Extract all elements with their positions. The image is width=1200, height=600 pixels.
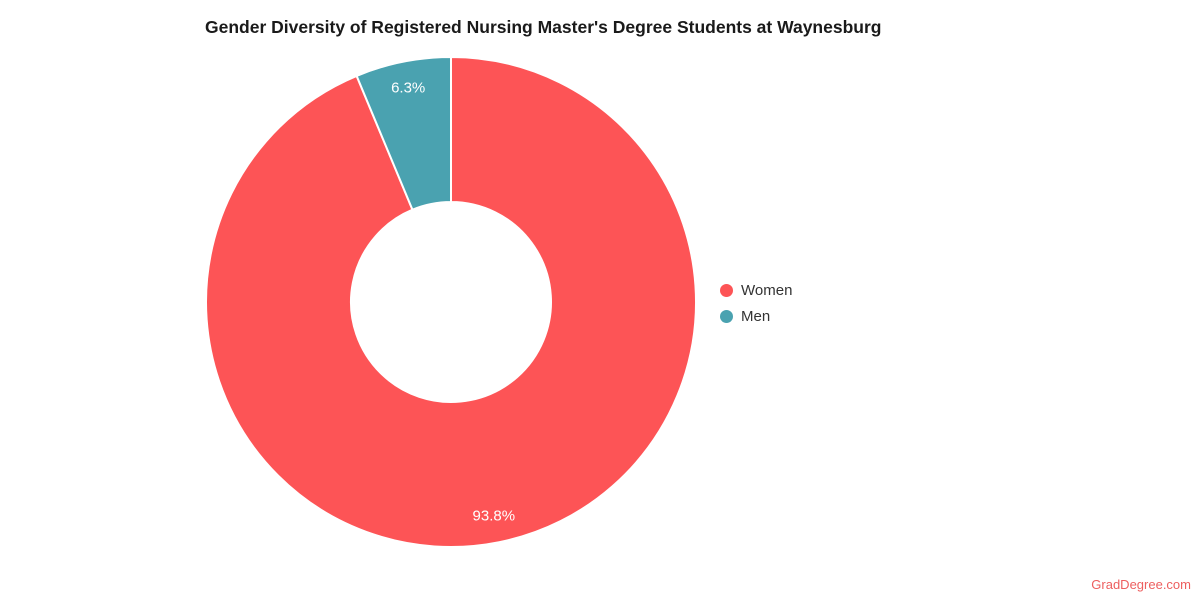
legend-label: Men (741, 307, 771, 325)
pie-slice-women[interactable] (205, 56, 697, 548)
legend-item-women[interactable]: Women (720, 277, 792, 303)
legend-marker-women-icon (720, 283, 733, 297)
chart-title: Gender Diversity of Registered Nursing M… (205, 17, 882, 37)
legend-label: Women (741, 281, 793, 299)
watermark-link[interactable]: GradDegree.com (1091, 577, 1191, 592)
pie-slice-men[interactable] (355, 56, 452, 211)
legend: Women Men (720, 277, 792, 329)
legend-marker-men-icon (720, 309, 733, 323)
legend-item-men[interactable]: Men (720, 303, 792, 329)
